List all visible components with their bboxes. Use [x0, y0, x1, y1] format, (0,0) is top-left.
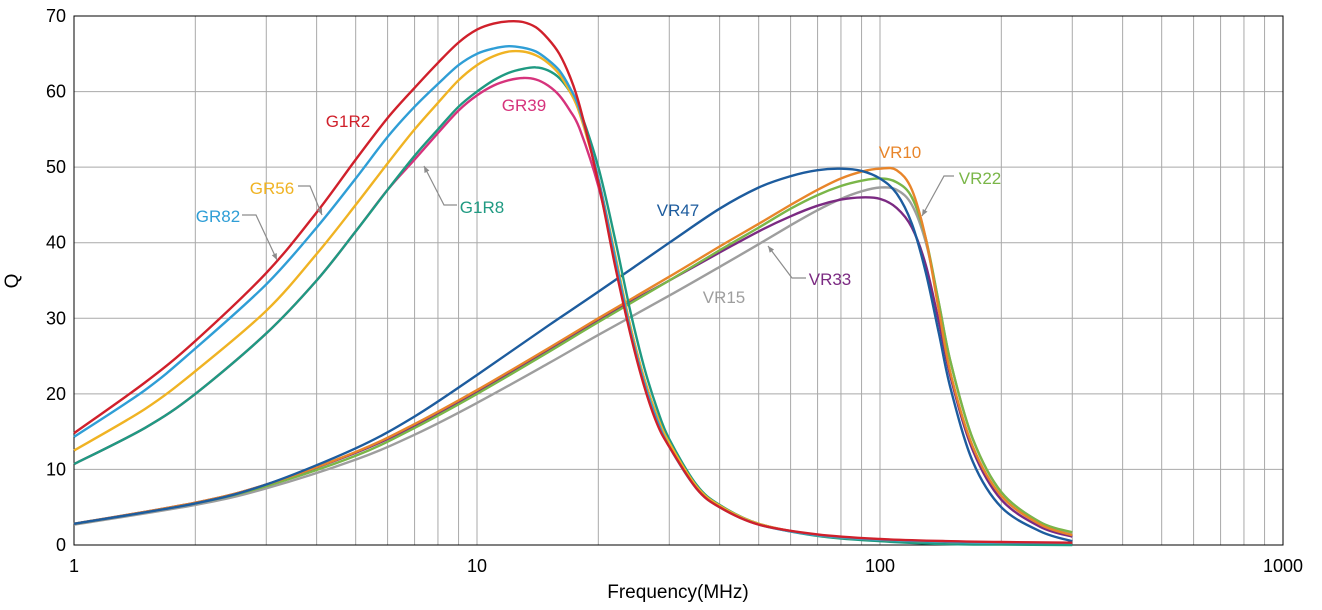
series-label-vr47: VR47	[657, 201, 700, 220]
y-tick-labels: 0 10 20 30 40 50 60 70	[46, 6, 66, 555]
leader-arrow-vr33	[768, 246, 775, 253]
series-line-vr15	[73, 186, 1073, 535]
series-line-g1r8	[73, 66, 1073, 547]
series-line-g1r2	[73, 19, 1073, 544]
x-tick-labels: 1 10 100 1000	[69, 556, 1303, 576]
leader-g1r8	[423, 165, 457, 206]
series-line-gr82	[73, 44, 1073, 544]
x-tick-label: 1	[69, 556, 79, 576]
series-line-gr39	[73, 76, 1073, 545]
series-label-gr56: GR56	[250, 179, 294, 198]
y-tick-label: 60	[46, 82, 66, 102]
series-lines	[73, 19, 1073, 547]
y-axis-title: Q	[2, 274, 23, 289]
leader-arrow-gr82	[271, 253, 277, 260]
x-axis-title: Frequency(MHz)	[607, 582, 748, 603]
y-tick-label: 70	[46, 6, 66, 26]
series-line-vr47	[73, 167, 1073, 543]
y-tick-label: 20	[46, 384, 66, 404]
y-tick-label: 0	[56, 535, 66, 555]
annotation-leaders	[242, 165, 954, 279]
series-label-vr33: VR33	[809, 270, 852, 289]
y-tick-label: 10	[46, 459, 66, 479]
leader-arrow-vr22	[922, 209, 928, 216]
leader-vr22	[921, 175, 954, 217]
series-label-gr82: GR82	[196, 207, 240, 226]
series-line-vr33	[73, 196, 1073, 538]
x-tick-label: 10	[467, 556, 487, 576]
series-label-vr15: VR15	[703, 288, 746, 307]
series-label-vr22: VR22	[959, 169, 1002, 188]
series-labels: G1R2 GR82 GR56 GR39 G1R8 VR47 VR10 VR22 VR33 VR15	[196, 96, 1001, 307]
series-label-vr10: VR10	[879, 143, 922, 162]
y-tick-label: 50	[46, 157, 66, 177]
y-tick-label: 30	[46, 308, 66, 328]
series-line-vr10	[73, 166, 1073, 537]
leader-arrow-gr56	[317, 208, 323, 215]
x-tick-label: 100	[865, 556, 895, 576]
leader-gr56	[298, 185, 323, 216]
leader-vr33	[767, 245, 806, 279]
leader-arrow-g1r8	[424, 166, 430, 173]
series-label-g1r8: G1R8	[460, 198, 504, 217]
y-tick-label: 40	[46, 233, 66, 253]
series-label-g1r2: G1R2	[326, 112, 370, 131]
x-tick-label: 1000	[1263, 556, 1303, 576]
grid	[74, 16, 1283, 545]
leader-gr82	[242, 214, 278, 261]
plot-frame	[73, 15, 1284, 546]
series-line-vr22	[73, 177, 1073, 534]
series-label-gr39: GR39	[502, 96, 546, 115]
